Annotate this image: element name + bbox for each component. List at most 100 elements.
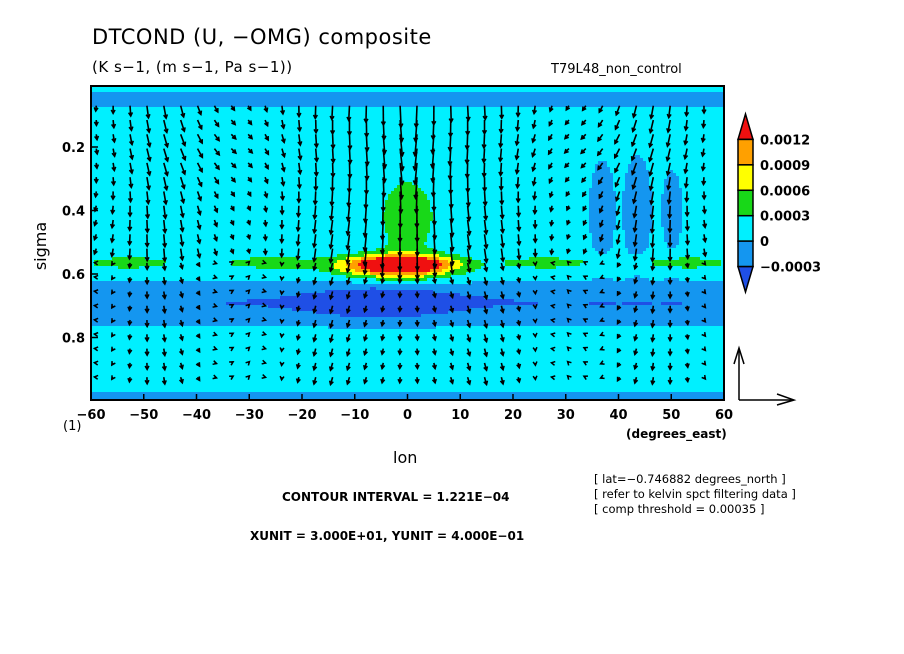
field-cell: [229, 386, 233, 390]
field-cell: [199, 380, 203, 384]
field-cell: [100, 293, 104, 297]
field-cell: [193, 392, 197, 396]
field-cell: [184, 128, 188, 132]
field-cell: [190, 245, 194, 249]
field-cell: [142, 239, 146, 243]
field-cell: [190, 323, 194, 327]
field-cell: [220, 314, 224, 318]
field-cell: [97, 104, 101, 108]
field-cell: [124, 386, 128, 390]
field-cell: [91, 293, 95, 297]
field-cell: [166, 356, 170, 360]
field-cell: [169, 158, 173, 162]
field-cell: [124, 212, 128, 216]
field-cell: [184, 266, 188, 270]
field-cell: [220, 131, 224, 135]
field-cell: [211, 182, 215, 186]
field-cell: [169, 245, 173, 249]
field-cell: [106, 302, 110, 306]
field-cell: [115, 203, 119, 207]
field-cell: [160, 278, 164, 282]
field-cell: [91, 347, 95, 351]
field-cell: [172, 101, 176, 105]
field-cell: [214, 323, 218, 327]
field-cell: [178, 371, 182, 375]
field-cell: [175, 245, 179, 249]
field-cell: [217, 254, 221, 258]
field-cell: [136, 191, 140, 195]
field-cell: [205, 326, 209, 330]
field-cell: [118, 104, 122, 108]
field-cell: [148, 92, 152, 96]
field-cell: [133, 278, 137, 282]
field-cell: [211, 86, 215, 90]
field-cell: [205, 146, 209, 150]
field-cell: [229, 152, 233, 156]
field-cell: [124, 365, 128, 369]
field-cell: [229, 116, 233, 120]
field-cell: [97, 191, 101, 195]
field-cell: [97, 380, 101, 384]
field-cell: [193, 359, 197, 363]
field-cell: [178, 173, 182, 177]
field-cell: [94, 284, 98, 288]
field-cell: [226, 143, 230, 147]
field-cell: [139, 335, 143, 339]
field-cell: [121, 149, 125, 153]
field-cell: [211, 113, 215, 117]
field-cell: [106, 152, 110, 156]
field-cell: [91, 299, 95, 303]
field-cell: [121, 368, 125, 372]
field-cell: [124, 326, 128, 330]
field-cell: [214, 218, 218, 222]
field-cell: [187, 140, 191, 144]
field-cell: [145, 392, 149, 396]
field-cell: [202, 281, 206, 285]
field-cell: [103, 137, 107, 141]
field-cell: [202, 203, 206, 207]
field-cell: [100, 344, 104, 348]
field-cell: [112, 365, 116, 369]
field-cell: [136, 221, 140, 225]
field-cell: [190, 161, 194, 165]
field-cell: [202, 332, 206, 336]
field-cell: [145, 269, 149, 273]
field-cell: [172, 278, 176, 282]
field-cell: [184, 302, 188, 306]
field-cell: [148, 326, 152, 330]
field-cell: [220, 290, 224, 294]
field-cell: [127, 284, 131, 288]
field-cell: [139, 131, 143, 135]
field-cell: [187, 338, 191, 342]
field-cell: [214, 212, 218, 216]
field-cell: [100, 191, 104, 195]
field-cell: [115, 272, 119, 276]
field-cell: [199, 251, 203, 255]
field-cell: [199, 314, 203, 318]
field-cell: [160, 323, 164, 327]
field-cell: [91, 350, 95, 354]
field-cell: [187, 314, 191, 318]
field-cell: [163, 161, 167, 165]
field-cell: [118, 224, 122, 228]
field-cell: [97, 110, 101, 114]
field-cell: [139, 290, 143, 294]
field-cell: [190, 272, 194, 276]
field-cell: [226, 101, 230, 105]
field-cell: [175, 221, 179, 225]
field-cell: [211, 374, 215, 378]
field-cell: [187, 296, 191, 300]
field-cell: [202, 344, 206, 348]
field-cell: [154, 323, 158, 327]
field-cell: [136, 260, 140, 264]
field-cell: [148, 317, 152, 321]
field-cell: [184, 236, 188, 240]
field-cell: [217, 233, 221, 237]
field-cell: [109, 284, 113, 288]
field-cell: [175, 275, 179, 279]
field-cell: [211, 353, 215, 357]
field-cell: [91, 308, 95, 312]
field-cell: [154, 281, 158, 285]
field-cell: [157, 179, 161, 183]
field-cell: [172, 98, 176, 102]
